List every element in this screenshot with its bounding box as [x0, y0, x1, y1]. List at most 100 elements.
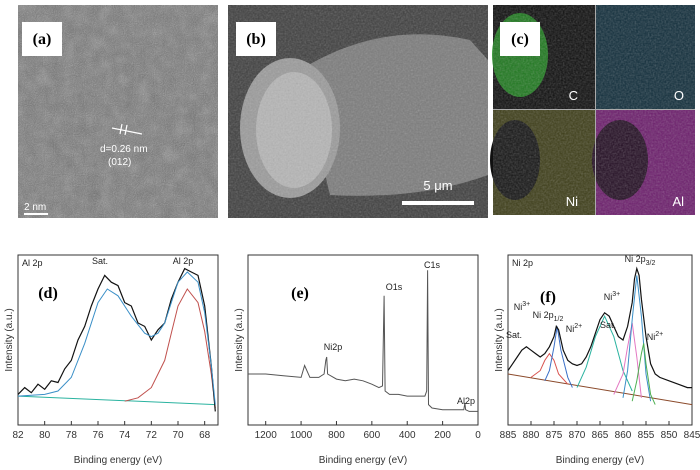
x-tick-label: 875 [546, 430, 563, 441]
x-tick-label: 76 [92, 430, 104, 441]
x-tick-label: 870 [569, 430, 586, 441]
label-box [500, 22, 540, 56]
label-box [22, 22, 62, 56]
x-tick-label: 885 [500, 430, 517, 441]
chart-title: Ni 2p [512, 258, 533, 268]
peak-label: Ni2p [324, 342, 343, 352]
panel-b: (b) 5 μm [228, 5, 488, 218]
spectrum-line [17, 395, 216, 406]
peak-label-text: Ni [604, 292, 613, 302]
spacing-marker [111, 127, 143, 135]
label-box [283, 281, 317, 305]
x-tick-label: 68 [199, 430, 211, 441]
label-box [531, 285, 565, 309]
peak-label: Al2p [457, 396, 475, 406]
spectrum-line [613, 322, 642, 398]
plot-frame [17, 254, 219, 426]
peak-label-sup: 2+ [574, 323, 582, 330]
label-box [31, 281, 65, 305]
spectrum-line [17, 271, 216, 405]
spectrum-line [544, 326, 573, 388]
x-tick-label: 72 [146, 430, 158, 441]
panel-label: (d) [38, 285, 58, 302]
spectrum-line [507, 373, 693, 406]
panel-label: (f) [540, 289, 556, 306]
panel-label: (c) [511, 31, 529, 48]
x-tick-label: 0 [475, 430, 481, 441]
scale-bar-label: 5 μm [423, 178, 452, 193]
x-tick-label: 1000 [290, 430, 313, 441]
spacing-marker [124, 124, 128, 136]
map-label: Al [672, 194, 684, 209]
y-axis-label: Intensity (a.u.) [494, 308, 505, 371]
peak-label-text: Sat. [92, 256, 108, 266]
peak-label: Sat. [600, 320, 616, 330]
peak-label: Ni2+ [566, 323, 582, 334]
peak-label-text: Al 2p [173, 256, 194, 266]
spectrum-line [530, 352, 569, 385]
plot-frame [507, 254, 693, 426]
peak-label-text: Sat. [506, 330, 522, 340]
scale-bar-label: 2 nm [24, 202, 46, 213]
spectrum-line [622, 275, 652, 402]
x-tick-label: 845 [684, 430, 700, 441]
peak-label: Sat. [506, 330, 522, 340]
peak-label-text: Ni [566, 324, 575, 334]
x-tick-label: 850 [661, 430, 678, 441]
x-tick-label: 80 [39, 430, 51, 441]
peak-label-text: O1s [386, 282, 403, 292]
panel-c: (c) C O Ni Al [490, 5, 695, 215]
d-spacing: d=0.26 nm [100, 144, 148, 155]
peak-label-text: Al2p [457, 396, 475, 406]
peak-label: Ni 2p3/2 [625, 254, 656, 267]
spectrum-line [576, 314, 633, 392]
y-axis-label: Intensity (a.u.) [4, 308, 15, 371]
peak-label-sub: 3/2 [646, 260, 656, 267]
peak-label-sup: 3+ [522, 301, 530, 308]
peak-label-sub: 1/2 [554, 316, 564, 323]
x-tick-label: 70 [172, 430, 184, 441]
panel-label: (b) [246, 31, 266, 48]
peak-label-text: Ni2p [324, 342, 343, 352]
peak-label-sup: 3+ [612, 291, 620, 298]
spectrum-line [507, 266, 692, 389]
x-tick-label: 865 [592, 430, 609, 441]
x-axis-label: Binding energy (eV) [74, 455, 162, 466]
x-axis-label: Binding energy (eV) [556, 455, 644, 466]
panel-label: (a) [33, 31, 52, 48]
peak-label: Ni2+ [647, 331, 663, 342]
x-axis-label: Binding energy (eV) [319, 455, 407, 466]
x-tick-label: 82 [12, 430, 24, 441]
y-axis-label: Intensity (a.u.) [234, 308, 245, 371]
map-label: O [674, 88, 684, 103]
spectrum-line [17, 267, 216, 412]
spectrum-line [248, 270, 478, 412]
panel-label: (e) [291, 285, 309, 302]
chart-title: Al 2p [22, 258, 43, 268]
x-tick-label: 880 [523, 430, 540, 441]
x-tick-label: 74 [119, 430, 131, 441]
x-tick-label: 78 [66, 430, 78, 441]
x-tick-label: 200 [434, 430, 451, 441]
peak-label-text: C1s [424, 260, 441, 270]
peak-label: O1s [386, 282, 403, 292]
x-tick-label: 600 [364, 430, 381, 441]
peak-label: Ni3+ [604, 291, 620, 302]
peak-label: Ni3+ [514, 301, 530, 312]
peak-label: Sat. [92, 256, 108, 266]
spacing-marker [119, 123, 123, 135]
peak-label-text: Ni 2p [533, 310, 554, 320]
x-tick-label: 860 [615, 430, 632, 441]
peak-label-text: Sat. [600, 320, 616, 330]
x-tick-label: 855 [638, 430, 655, 441]
panel-a: (a) d=0.26 nm (012) 2 nm [18, 5, 218, 218]
peak-label-text: Ni [647, 332, 656, 342]
peak-label-sup: 2+ [655, 331, 663, 338]
peak-label: C1s [424, 260, 441, 270]
x-tick-label: 1200 [255, 430, 278, 441]
peak-label-text: Ni [514, 302, 523, 312]
spectrum-line [631, 343, 656, 405]
peak-label: Al 2p [173, 256, 194, 266]
x-tick-label: 400 [399, 430, 416, 441]
map-label: Ni [566, 194, 578, 209]
